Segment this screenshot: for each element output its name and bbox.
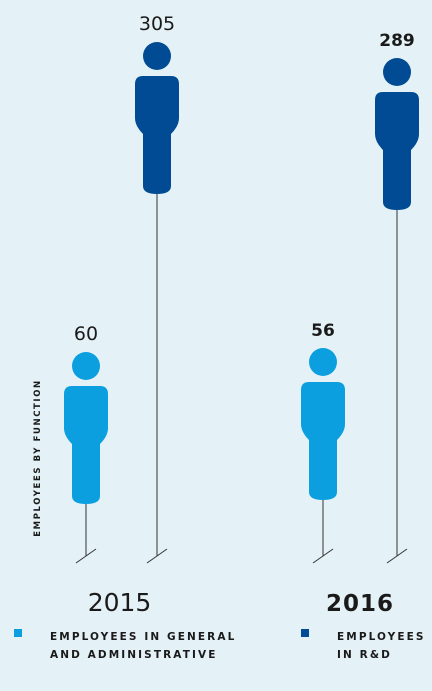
chart-title: EMPLOYEES BY FUNCTION [33,379,43,537]
baseline-tick [386,548,408,564]
value-label: 305 [139,13,175,35]
person-head [383,58,411,86]
baseline-tick [146,548,168,564]
legend-label-general-admin: EMPLOYEES IN GENERAL AND ADMINISTRATIVE [50,631,237,661]
person-body [64,386,108,504]
person-body [301,382,345,500]
person-body [375,92,419,210]
year-label: 2015 [88,588,152,617]
person-head [143,42,171,70]
person-head [309,348,337,376]
legend-swatch-rnd [301,629,309,637]
legend-label-rnd: EMPLOYEES IN R&D [337,631,426,661]
value-label: 56 [311,321,335,341]
baseline-tick [312,548,334,564]
person-head [72,352,100,380]
year-label: 2016 [326,591,394,617]
baseline-tick [75,548,97,564]
value-label: 289 [379,31,415,51]
legend-swatch-general-admin [14,629,22,637]
person-body [135,76,179,194]
value-label: 60 [74,323,98,345]
